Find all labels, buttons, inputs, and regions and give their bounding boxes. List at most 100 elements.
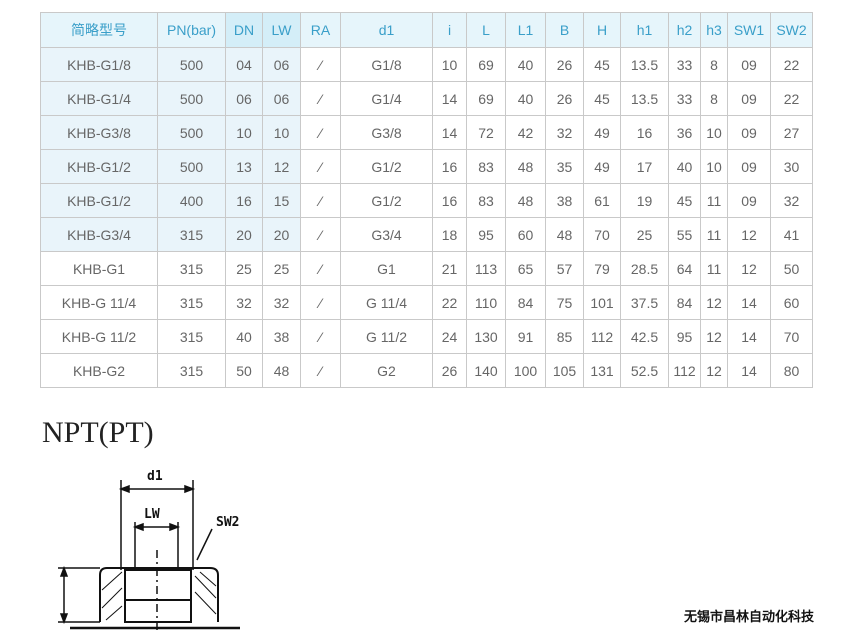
table-cell: ⁄ bbox=[300, 319, 341, 354]
table-cell: 22 bbox=[770, 47, 813, 82]
table-cell: KHB-G1/2 bbox=[40, 149, 158, 184]
table-cell: G2 bbox=[340, 353, 433, 388]
table-cell: 500 bbox=[157, 47, 226, 82]
table-cell: 30 bbox=[770, 149, 813, 184]
table-cell: 79 bbox=[583, 251, 621, 286]
table-cell: 12 bbox=[727, 251, 771, 286]
table-row: KHB-G1 315 25 25 ⁄ G1 21 113 65 57 79 28.5 64 11 12 50 bbox=[40, 251, 813, 286]
table-cell: 70 bbox=[770, 319, 813, 354]
table-cell: 20 bbox=[262, 217, 301, 252]
table-cell: 09 bbox=[727, 81, 771, 116]
table-cell: 84 bbox=[668, 285, 701, 320]
table-cell: 16 bbox=[432, 183, 467, 218]
table-cell: 70 bbox=[583, 217, 621, 252]
table-cell: ⁄ bbox=[300, 47, 341, 82]
table-cell: 83 bbox=[466, 149, 506, 184]
npt-fitting-drawing: d1 LW SW2 bbox=[58, 469, 240, 630]
table-cell: 22 bbox=[770, 81, 813, 116]
table-cell: 40 bbox=[505, 81, 546, 116]
table-cell: 25 bbox=[262, 251, 301, 286]
column-header: L1 bbox=[505, 12, 546, 48]
table-cell: 49 bbox=[583, 149, 621, 184]
table-cell: 83 bbox=[466, 183, 506, 218]
table-cell: 14 bbox=[727, 353, 771, 388]
table-cell: G1/4 bbox=[340, 81, 433, 116]
column-header: PN(bar) bbox=[157, 12, 226, 48]
table-cell: ⁄ bbox=[300, 285, 341, 320]
table-cell: 45 bbox=[583, 47, 621, 82]
table-cell: 100 bbox=[505, 353, 546, 388]
table-cell: 110 bbox=[466, 285, 506, 320]
table-row: KHB-G3/8 500 10 10 ⁄ G3/8 14 72 42 32 49 16 36 10 09 27 bbox=[40, 115, 813, 150]
table-cell: 25 bbox=[620, 217, 669, 252]
table-cell: ⁄ bbox=[300, 81, 341, 116]
table-cell: 09 bbox=[727, 149, 771, 184]
table-cell: G1 bbox=[340, 251, 433, 286]
table-cell: 45 bbox=[583, 81, 621, 116]
table-cell: 19 bbox=[620, 183, 669, 218]
table-cell: 26 bbox=[545, 81, 584, 116]
table-cell: 315 bbox=[157, 285, 226, 320]
table-cell: 32 bbox=[545, 115, 584, 150]
table-cell: 24 bbox=[432, 319, 467, 354]
table-cell: 28.5 bbox=[620, 251, 669, 286]
table-cell: 84 bbox=[505, 285, 546, 320]
table-cell: 91 bbox=[505, 319, 546, 354]
table-cell: KHB-G2 bbox=[40, 353, 158, 388]
table-cell: 101 bbox=[583, 285, 621, 320]
table-cell: 69 bbox=[466, 47, 506, 82]
table-cell: 14 bbox=[432, 81, 467, 116]
table-cell: 14 bbox=[727, 319, 771, 354]
table-cell: 33 bbox=[668, 47, 701, 82]
table-cell: 10 bbox=[262, 115, 301, 150]
table-cell: 52.5 bbox=[620, 353, 669, 388]
table-cell: ⁄ bbox=[300, 115, 341, 150]
table-cell: 10 bbox=[700, 149, 728, 184]
table-cell: 12 bbox=[727, 217, 771, 252]
table-cell: 50 bbox=[225, 353, 263, 388]
table-cell: 32 bbox=[225, 285, 263, 320]
lw-label: LW bbox=[144, 507, 160, 522]
table-row: KHB-G1/2 500 13 12 ⁄ G1/2 16 83 48 35 49 17 40 10 09 30 bbox=[40, 149, 813, 184]
table-cell: 10 bbox=[700, 115, 728, 150]
table-cell: 10 bbox=[432, 47, 467, 82]
table-cell: 55 bbox=[668, 217, 701, 252]
table-cell: 38 bbox=[262, 319, 301, 354]
table-row: KHB-G1/4 500 06 06 ⁄ G1/4 14 69 40 26 45 13.5 33 8 09 2… bbox=[40, 81, 813, 116]
table-cell: 131 bbox=[583, 353, 621, 388]
table-cell: G1/2 bbox=[340, 183, 433, 218]
table-cell: 64 bbox=[668, 251, 701, 286]
table-cell: ⁄ bbox=[300, 149, 341, 184]
table-cell: KHB-G1/8 bbox=[40, 47, 158, 82]
table-cell: 48 bbox=[505, 149, 546, 184]
table-cell: 12 bbox=[700, 353, 728, 388]
table-cell: 95 bbox=[668, 319, 701, 354]
table-cell: 61 bbox=[583, 183, 621, 218]
table-cell: ⁄ bbox=[300, 183, 341, 218]
table-cell: 40 bbox=[505, 47, 546, 82]
table-cell: 09 bbox=[727, 47, 771, 82]
table-cell: KHB-G 11/4 bbox=[40, 285, 158, 320]
table-cell: 95 bbox=[466, 217, 506, 252]
table-cell: KHB-G1/2 bbox=[40, 183, 158, 218]
d1-label: d1 bbox=[147, 469, 163, 484]
table-cell: KHB-G3/8 bbox=[40, 115, 158, 150]
table-cell: 13.5 bbox=[620, 81, 669, 116]
table-cell: 65 bbox=[505, 251, 546, 286]
table-cell: 50 bbox=[770, 251, 813, 286]
table-cell: 315 bbox=[157, 217, 226, 252]
column-header: h1 bbox=[620, 12, 669, 48]
table-cell: 105 bbox=[545, 353, 584, 388]
table-cell: 13 bbox=[225, 149, 263, 184]
table-cell: 48 bbox=[505, 183, 546, 218]
column-header: i bbox=[432, 12, 467, 48]
table-cell: 10 bbox=[225, 115, 263, 150]
table-cell: 22 bbox=[432, 285, 467, 320]
column-header: 简略型号 bbox=[40, 12, 158, 48]
table-cell: 35 bbox=[545, 149, 584, 184]
column-header: h3 bbox=[700, 12, 728, 48]
table-cell: 49 bbox=[583, 115, 621, 150]
table-cell: KHB-G1/4 bbox=[40, 81, 158, 116]
table-cell: 27 bbox=[770, 115, 813, 150]
